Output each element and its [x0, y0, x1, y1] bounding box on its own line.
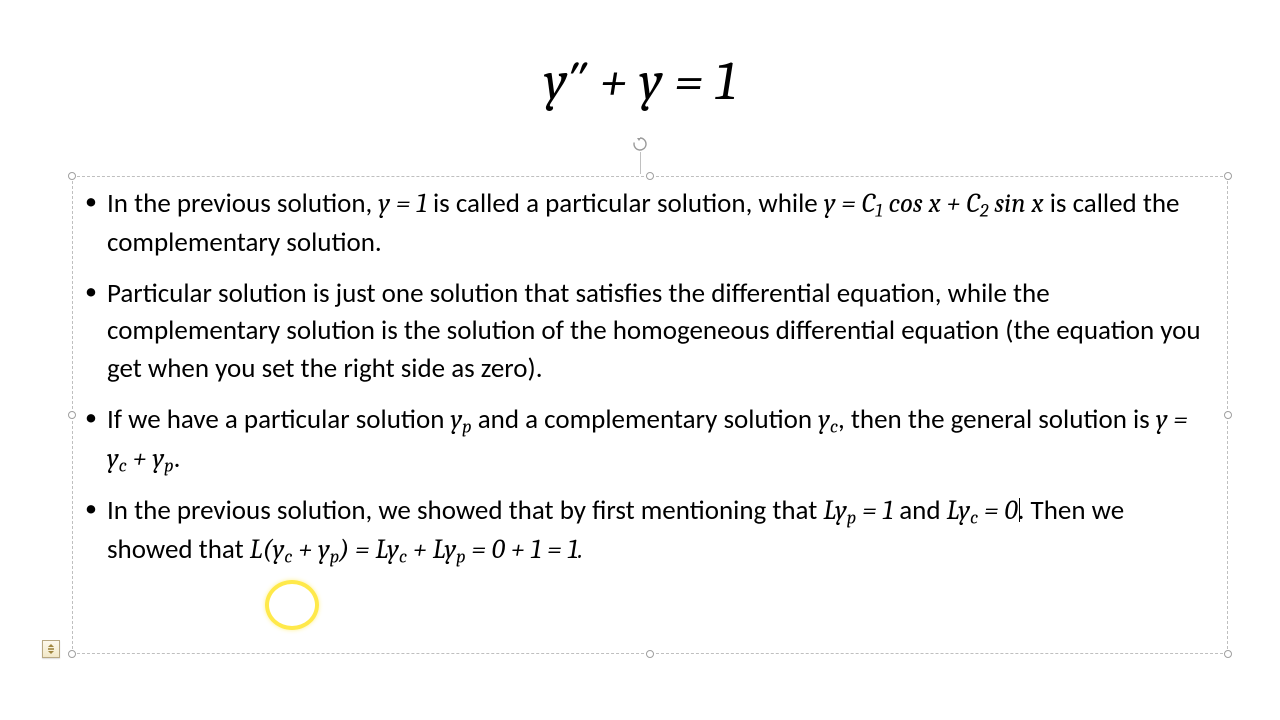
autofit-icon [45, 643, 57, 655]
rotation-handle[interactable] [632, 136, 648, 174]
resize-handle-bottom-left[interactable] [68, 650, 76, 658]
resize-handle-top-left[interactable] [68, 172, 76, 180]
bullet-list[interactable]: In the previous solution, y = 1 is calle… [73, 177, 1227, 592]
autofit-options-button[interactable] [42, 640, 60, 658]
resize-handle-bottom-right[interactable] [1224, 650, 1232, 658]
resize-handle-top-center[interactable] [646, 172, 654, 180]
bullet-item[interactable]: In the previous solution, y = 1 is calle… [107, 185, 1209, 261]
resize-handle-middle-right[interactable] [1224, 411, 1232, 419]
bullet-item[interactable]: In the previous solution, we showed that… [107, 492, 1209, 570]
bullet-text: Particular solution is just one solution… [107, 277, 1201, 385]
bullet-text: If we have a particular solution yp and … [107, 403, 1188, 475]
resize-handle-middle-left[interactable] [68, 411, 76, 419]
resize-handle-bottom-center[interactable] [646, 650, 654, 658]
title-equation-text: y″ + y = 1 [544, 50, 736, 113]
bullet-item[interactable]: Particular solution is just one solution… [107, 275, 1209, 387]
content-placeholder[interactable]: In the previous solution, y = 1 is calle… [72, 176, 1228, 654]
bullet-text: In the previous solution, y = 1 is calle… [107, 187, 1179, 259]
resize-handle-top-right[interactable] [1224, 172, 1232, 180]
bullet-item[interactable]: If we have a particular solution yp and … [107, 401, 1209, 479]
title-equation: y″ + y = 1 [0, 50, 1280, 113]
bullet-text: In the previous solution, we showed that… [107, 494, 1124, 566]
text-cursor [1019, 498, 1020, 522]
